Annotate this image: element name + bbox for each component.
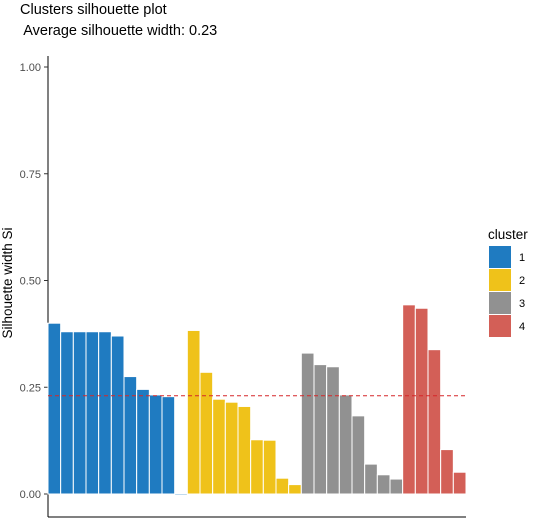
y-tick-label: 0.25 (20, 382, 41, 394)
y-tick-label: 1.00 (20, 62, 41, 74)
silhouette-bar (338, 394, 353, 495)
legend-swatch (489, 292, 511, 314)
y-ticks: 0.00 0.25 0.50 0.75 1.00 (20, 62, 48, 501)
silhouette-bar (85, 331, 100, 495)
silhouette-bar (148, 394, 163, 495)
legend-swatch (489, 315, 511, 337)
silhouette-bar (452, 471, 467, 495)
y-tick-label: 0.75 (20, 169, 41, 181)
silhouette-bar (262, 439, 277, 495)
silhouette-bar (136, 388, 150, 495)
legend-swatch (489, 246, 511, 268)
y-axis-label: Silhouette width Si (0, 227, 15, 338)
legend-title: cluster (488, 227, 528, 242)
silhouette-bar (174, 493, 188, 496)
chart-subtitle: Average silhouette width: 0.23 (20, 23, 217, 39)
silhouette-bar (212, 398, 226, 495)
silhouette-bar (288, 484, 302, 495)
silhouette-bar (300, 352, 315, 495)
legend-label: 4 (519, 321, 525, 333)
silhouette-bar (414, 307, 429, 495)
y-tick-label: 0.00 (20, 489, 41, 501)
y-tick-label: 0.50 (20, 276, 41, 288)
silhouette-bar (47, 322, 62, 495)
silhouette-bar (110, 335, 125, 495)
silhouette-bar (237, 405, 252, 495)
silhouette-bar (123, 376, 138, 495)
silhouette-bar (440, 449, 454, 495)
silhouette-bar (326, 366, 340, 495)
silhouette-bar (98, 331, 112, 495)
silhouette-bar (402, 304, 416, 495)
silhouette-bar (275, 477, 290, 495)
silhouette-bar (161, 396, 176, 495)
silhouette-bar (250, 439, 264, 495)
silhouette-bar (364, 463, 378, 495)
silhouette-bar (60, 331, 74, 495)
silhouette-bar (72, 331, 87, 495)
legend: cluster 1 2 3 4 (488, 227, 528, 337)
legend-label: 3 (519, 298, 525, 310)
silhouette-bar (427, 349, 442, 495)
silhouette-bar (199, 371, 214, 495)
silhouette-bar (224, 401, 239, 495)
silhouette-bar (313, 364, 328, 495)
legend-label: 2 (519, 275, 525, 287)
chart-title: Clusters silhouette plot (20, 2, 167, 18)
silhouette-bar (376, 474, 391, 495)
legend-label: 1 (519, 252, 525, 264)
silhouette-bar (389, 478, 404, 495)
silhouette-bar (351, 415, 366, 495)
bars (47, 304, 467, 496)
legend-swatch (489, 269, 511, 291)
silhouette-bar (186, 329, 201, 495)
